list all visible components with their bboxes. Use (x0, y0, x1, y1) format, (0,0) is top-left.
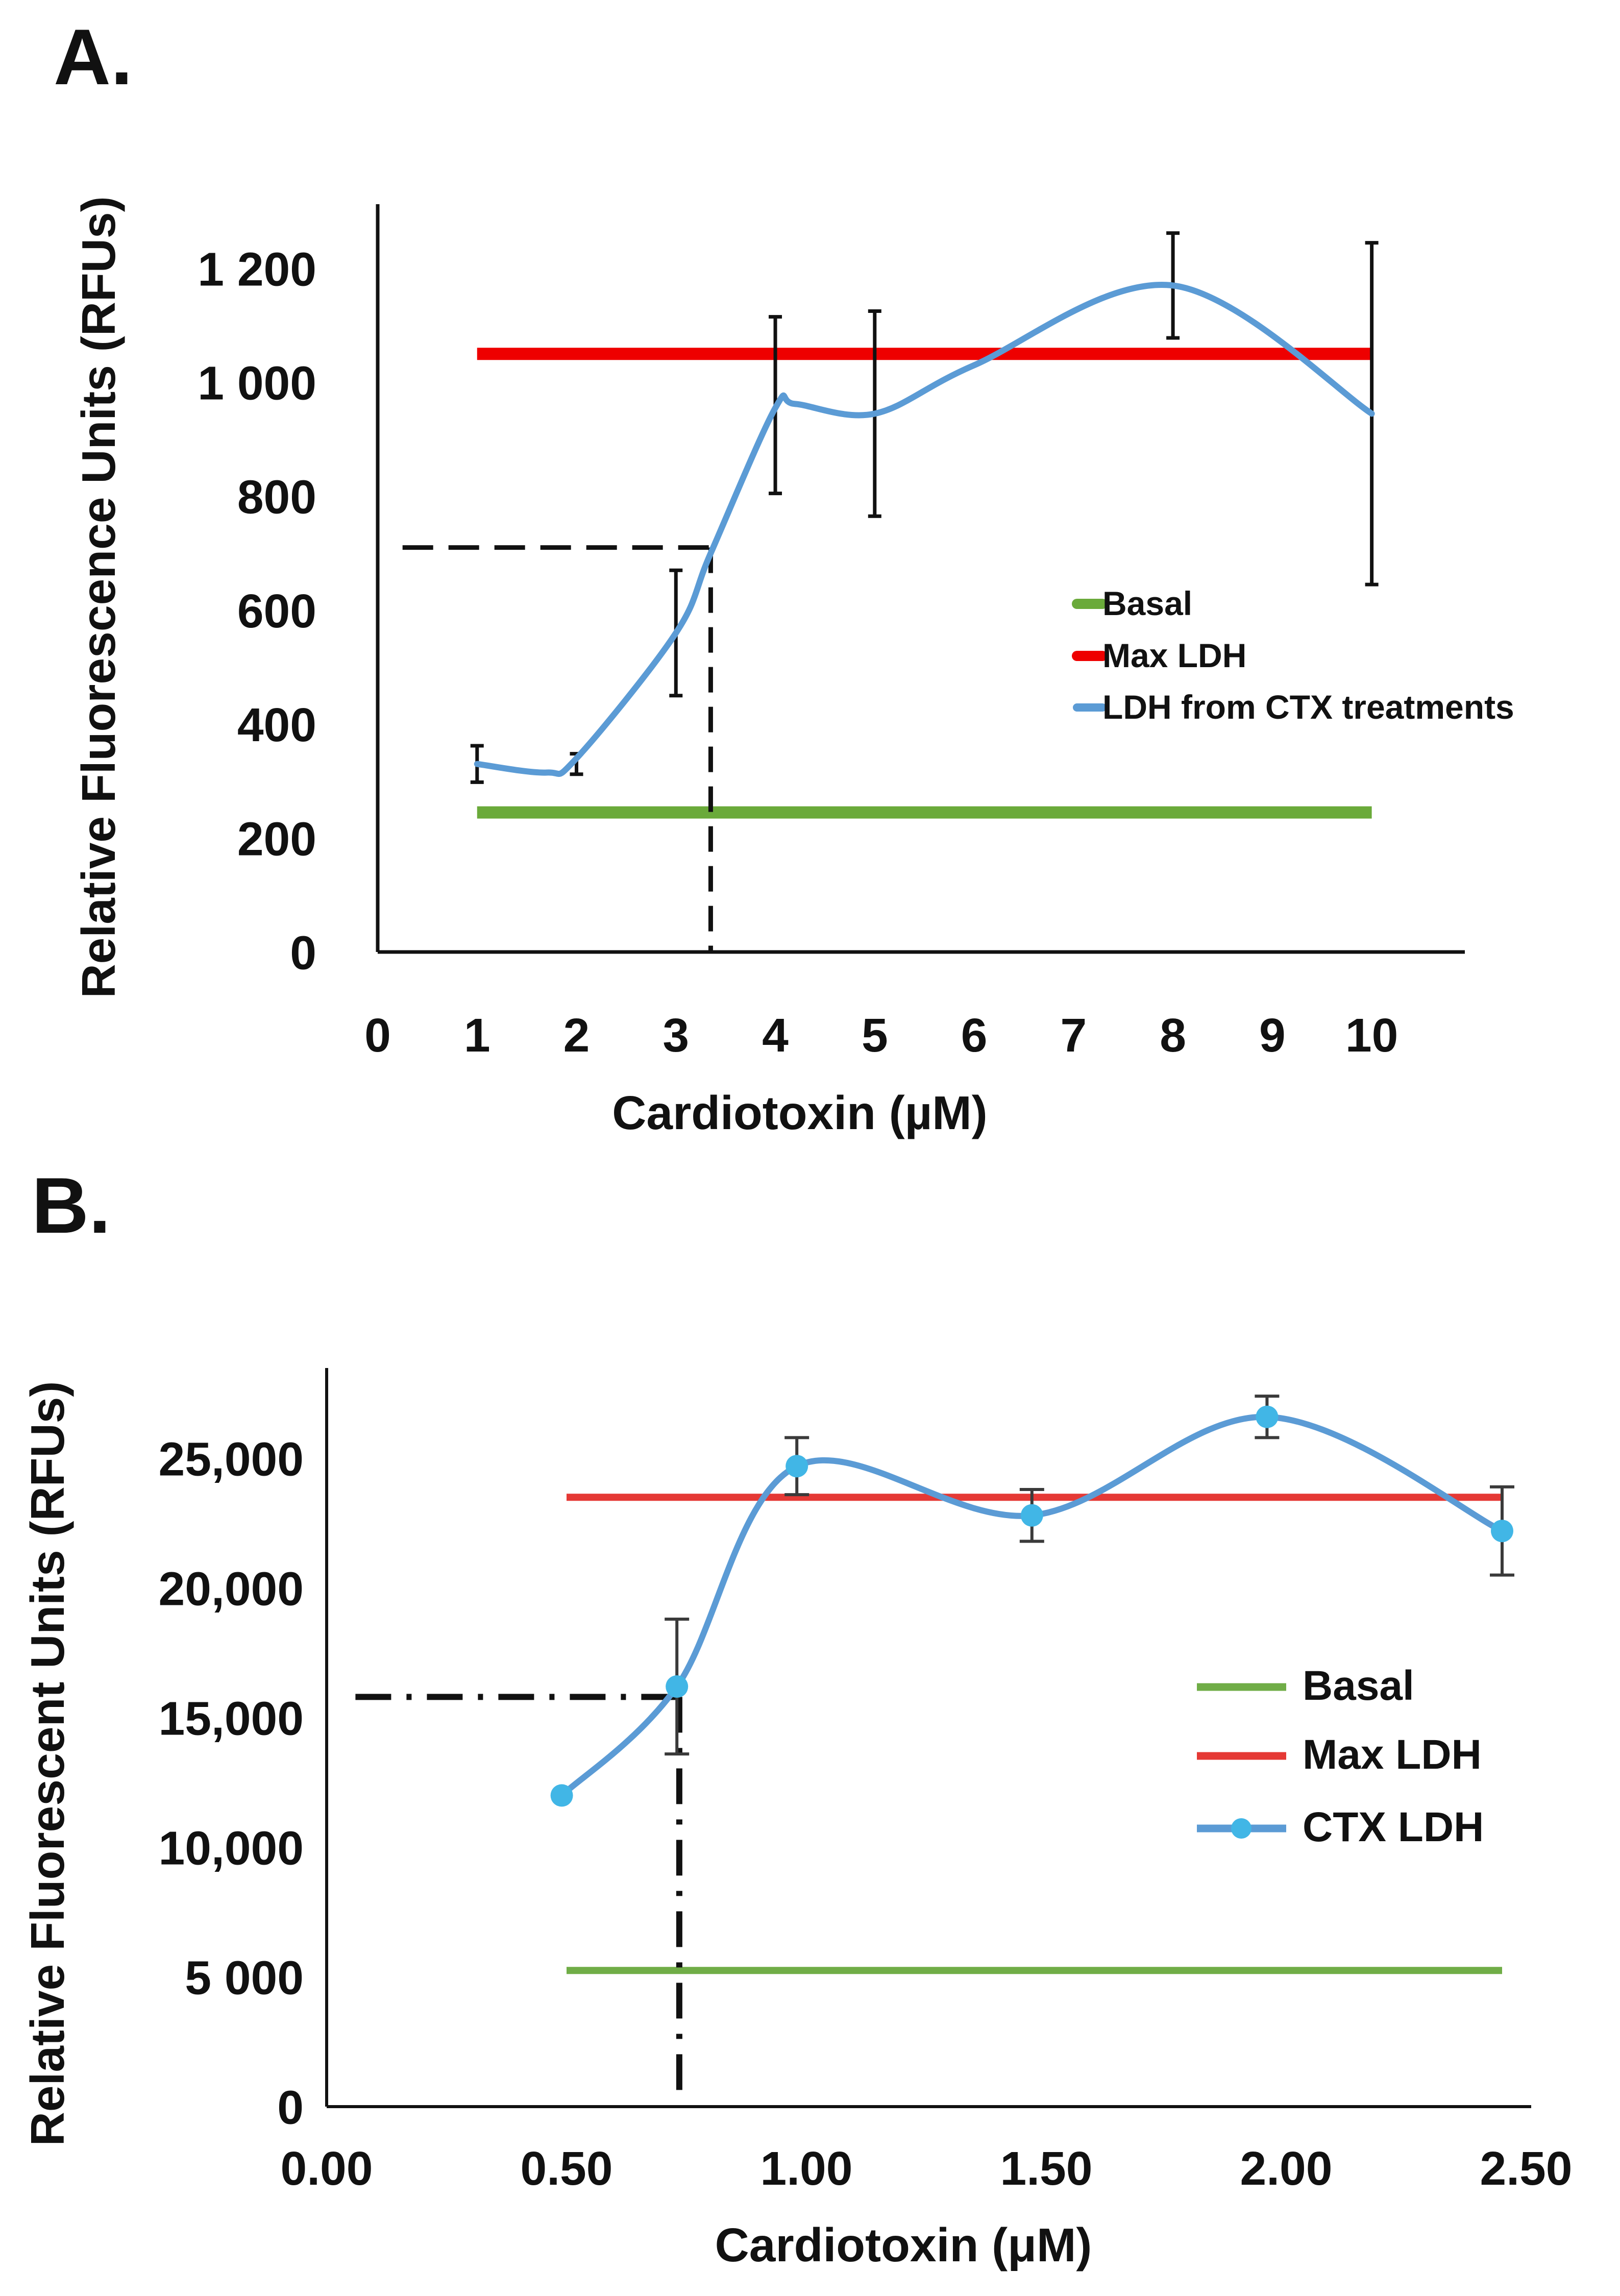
legend-label-ctx: LDH from CTX treatments (1102, 688, 1514, 726)
y-tick-label: 1 000 (198, 356, 316, 409)
panel-b-x-tick-labels: 0.00 0.50 1.00 1.50 2.00 2.50 (280, 2142, 1572, 2195)
panel-a: A. Relative Fluorescence Units (RFUs) Ca… (54, 13, 1514, 1139)
y-tick-label: 5 000 (185, 1951, 304, 2004)
panel-a-x-tick-labels: 0 1 2 3 4 5 6 7 8 9 10 (364, 1009, 1398, 1062)
panel-b-plot-area (355, 1395, 1514, 2107)
y-tick-label: 10,000 (159, 1821, 304, 1874)
data-point (786, 1455, 808, 1478)
data-point (550, 1784, 573, 1807)
legend-label-max-ldh: Max LDH (1102, 637, 1246, 674)
x-tick-label: 2.50 (1480, 2142, 1572, 2195)
x-tick-label: 10 (1345, 1009, 1398, 1062)
y-tick-label: 25,000 (159, 1432, 304, 1485)
x-tick-label: 0 (364, 1009, 391, 1062)
legend-label-basal: Basal (1303, 1663, 1414, 1709)
y-tick-label: 400 (237, 698, 316, 751)
x-tick-label: 4 (762, 1009, 789, 1062)
legend-item-basal: Basal (1197, 1663, 1414, 1709)
x-tick-label: 1.50 (1000, 2142, 1092, 2195)
x-tick-label: 2.00 (1240, 2142, 1332, 2195)
x-tick-label: 6 (961, 1009, 988, 1062)
panel-a-y-tick-labels: 0 200 400 600 800 1 000 1 200 (198, 242, 316, 979)
panel-a-label: A. (54, 13, 133, 101)
legend-label-max-ldh: Max LDH (1303, 1731, 1482, 1778)
x-tick-label: 2 (563, 1009, 590, 1062)
x-tick-label: 3 (662, 1009, 689, 1062)
legend-label-basal: Basal (1102, 584, 1192, 622)
panel-a-plot-area (402, 231, 1379, 952)
x-tick-label: 8 (1160, 1009, 1186, 1062)
legend-item-basal: Basal (1072, 584, 1192, 622)
panel-b: B. Relative Fluorescent Units (RFUs) Car… (21, 1161, 1573, 2271)
panel-b-y-axis-title: Relative Fluorescent Units (RFUs) (21, 1381, 74, 2146)
x-tick-label: 0.00 (280, 2142, 373, 2195)
x-tick-label: 1 (464, 1009, 490, 1062)
x-tick-label: 9 (1259, 1009, 1286, 1062)
panel-b-x-axis-title: Cardiotoxin (μM) (715, 2218, 1092, 2271)
data-point (1020, 1504, 1043, 1527)
y-tick-label: 20,000 (159, 1562, 304, 1615)
y-tick-label: 0 (290, 926, 316, 979)
y-tick-label: 800 (237, 471, 316, 524)
data-point (1256, 1405, 1279, 1428)
data-point (1491, 1520, 1513, 1543)
y-tick-label: 1 200 (198, 242, 316, 296)
y-tick-label: 0 (277, 2081, 304, 2134)
data-point (666, 1675, 689, 1698)
x-tick-label: 0.50 (520, 2142, 612, 2195)
panel-b-legend: Basal Max LDH CTX LDH (1197, 1663, 1484, 1850)
y-tick-label: 200 (237, 812, 316, 865)
legend-marker-ctx-ldh (1231, 1818, 1251, 1839)
legend-item-max-ldh: Max LDH (1072, 637, 1246, 674)
ctx-ldh-line (474, 282, 1375, 777)
y-tick-label: 15,000 (159, 1692, 304, 1745)
panel-a-x-axis-title: Cardiotoxin (µM) (612, 1086, 988, 1139)
panel-b-label: B. (32, 1161, 111, 1250)
panel-a-legend: Basal Max LDH LDH from CTX treatments (1072, 584, 1514, 726)
legend-item-ctx-ldh: CTX LDH (1197, 1804, 1484, 1850)
y-tick-label: 600 (237, 584, 316, 638)
legend-label-ctx-ldh: CTX LDH (1303, 1804, 1484, 1850)
legend-item-max-ldh: Max LDH (1197, 1731, 1482, 1778)
x-tick-label: 5 (862, 1009, 888, 1062)
panel-b-y-tick-labels: 0 5 000 10,000 15,000 20,000 25,000 (159, 1432, 304, 2134)
x-tick-label: 1.00 (760, 2142, 852, 2195)
panel-a-y-axis-title: Relative Fluorescence Units (RFUs) (72, 196, 125, 998)
x-tick-label: 7 (1060, 1009, 1087, 1062)
legend-item-ctx: LDH from CTX treatments (1073, 688, 1514, 726)
